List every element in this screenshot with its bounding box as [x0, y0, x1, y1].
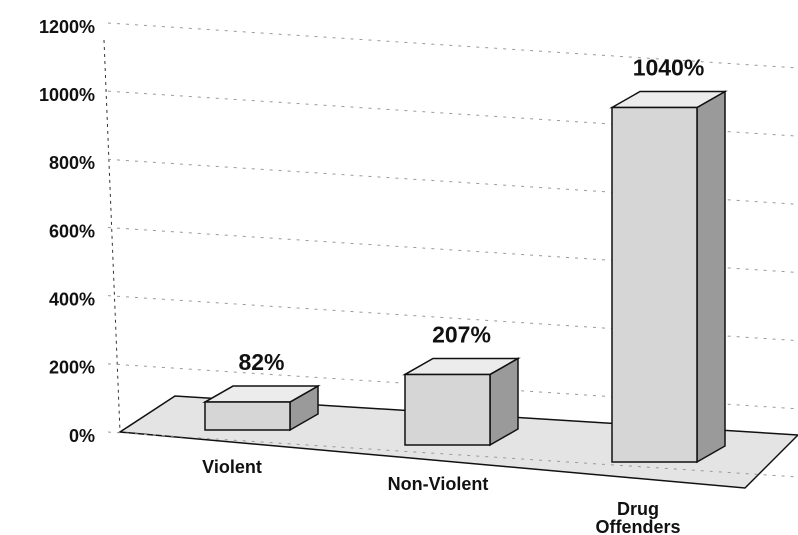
bar-front: [404, 373, 491, 446]
value-label: 1040%: [633, 55, 705, 81]
y-tick-label: 600%: [49, 221, 95, 241]
bar-front: [611, 106, 698, 463]
y-tick-label: 1200%: [39, 17, 95, 37]
y-tick-label: 800%: [49, 153, 95, 173]
x-tick-label: Drug Offenders: [595, 499, 681, 535]
y-tick-label: 0%: [69, 426, 95, 446]
grid-line: [107, 22, 798, 69]
bar: [402, 357, 521, 447]
y-axis-wall: [103, 39, 121, 433]
bar-front: [204, 401, 291, 431]
value-label: 207%: [432, 322, 491, 348]
y-tick-label: 200%: [49, 358, 95, 378]
y-tick-label: 400%: [49, 289, 95, 309]
bar: [609, 90, 728, 464]
value-label: 82%: [238, 349, 284, 375]
x-tick-label: Violent: [202, 457, 262, 477]
grid-line: [107, 431, 798, 478]
x-tick-label: Non-Violent: [387, 474, 489, 494]
bar-side: [696, 90, 726, 464]
bar: [202, 384, 321, 432]
y-tick-label: 1000%: [39, 85, 95, 105]
